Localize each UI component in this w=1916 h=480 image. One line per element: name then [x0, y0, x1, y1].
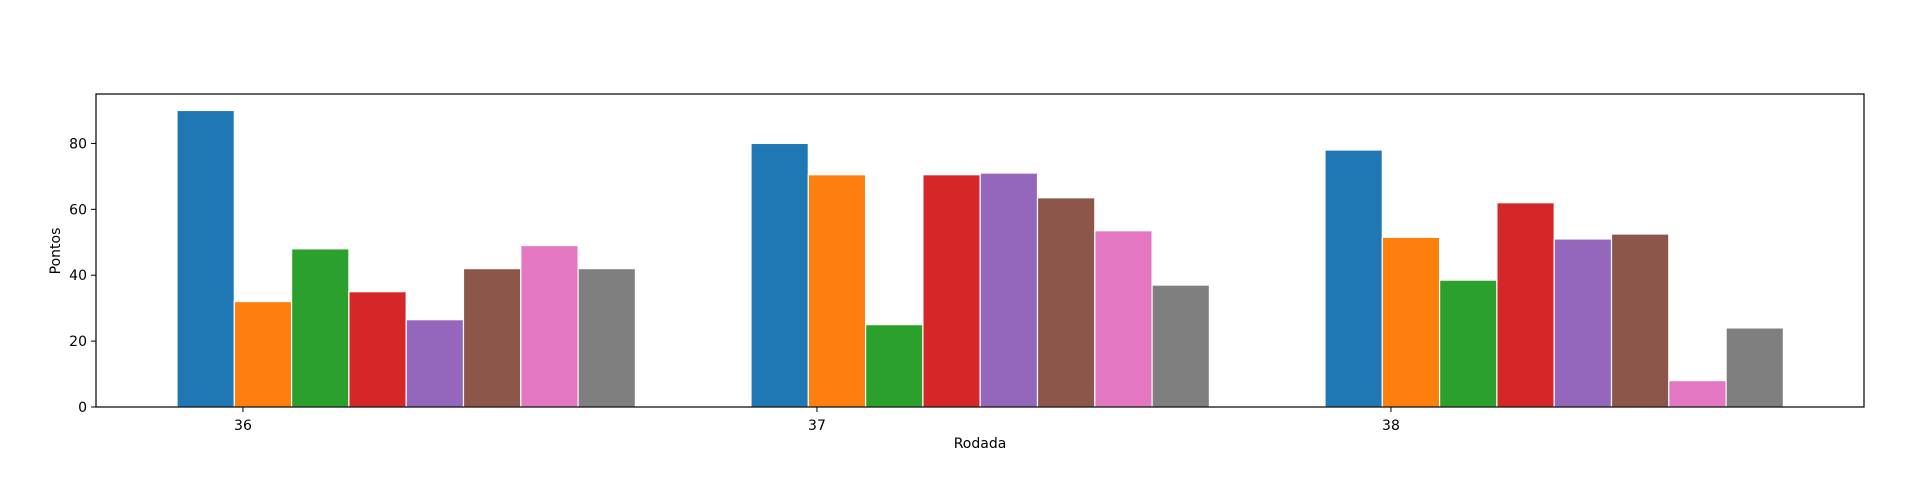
bar-series-4-round-37: [923, 175, 980, 407]
bar-series-3-round-38: [1440, 280, 1497, 407]
y-tick-label: 20: [69, 334, 87, 350]
bar-series-3-round-36: [292, 249, 349, 407]
bar-series-7-round-37: [1095, 231, 1152, 407]
bar-series-8-round-37: [1152, 285, 1209, 407]
x-tick-label: 36: [234, 418, 252, 434]
x-tick-label: 37: [808, 418, 826, 434]
y-tick-label: 40: [69, 268, 87, 284]
y-tick-label: 80: [69, 136, 87, 152]
bar-series-6-round-37: [1038, 198, 1095, 407]
bar-series-7-round-36: [521, 246, 578, 407]
bar-series-2-round-38: [1382, 237, 1439, 407]
bar-series-7-round-38: [1669, 381, 1726, 407]
bar-series-2-round-36: [234, 302, 291, 407]
bar-series-5-round-36: [406, 320, 463, 407]
bar-series-6-round-38: [1612, 234, 1669, 407]
bar-series-1-round-38: [1325, 150, 1382, 407]
x-axis-label: Rodada: [954, 436, 1007, 452]
x-tick-label: 38: [1382, 418, 1400, 434]
bar-series-6-round-36: [464, 269, 521, 407]
bar-series-5-round-37: [980, 173, 1037, 407]
y-tick-label: 0: [78, 400, 87, 416]
bar-series-8-round-38: [1726, 328, 1783, 407]
y-axis-label: Pontos: [48, 228, 64, 275]
bar-series-2-round-37: [808, 175, 865, 407]
bar-series-3-round-37: [866, 325, 923, 407]
bar-series-4-round-38: [1497, 203, 1554, 407]
bar-series-4-round-36: [349, 292, 406, 407]
bar-series-1-round-36: [177, 110, 234, 407]
bar-series-8-round-36: [578, 269, 635, 407]
bar-series-1-round-37: [751, 143, 808, 407]
bar-series-5-round-38: [1554, 239, 1611, 407]
y-tick-label: 60: [69, 202, 87, 218]
